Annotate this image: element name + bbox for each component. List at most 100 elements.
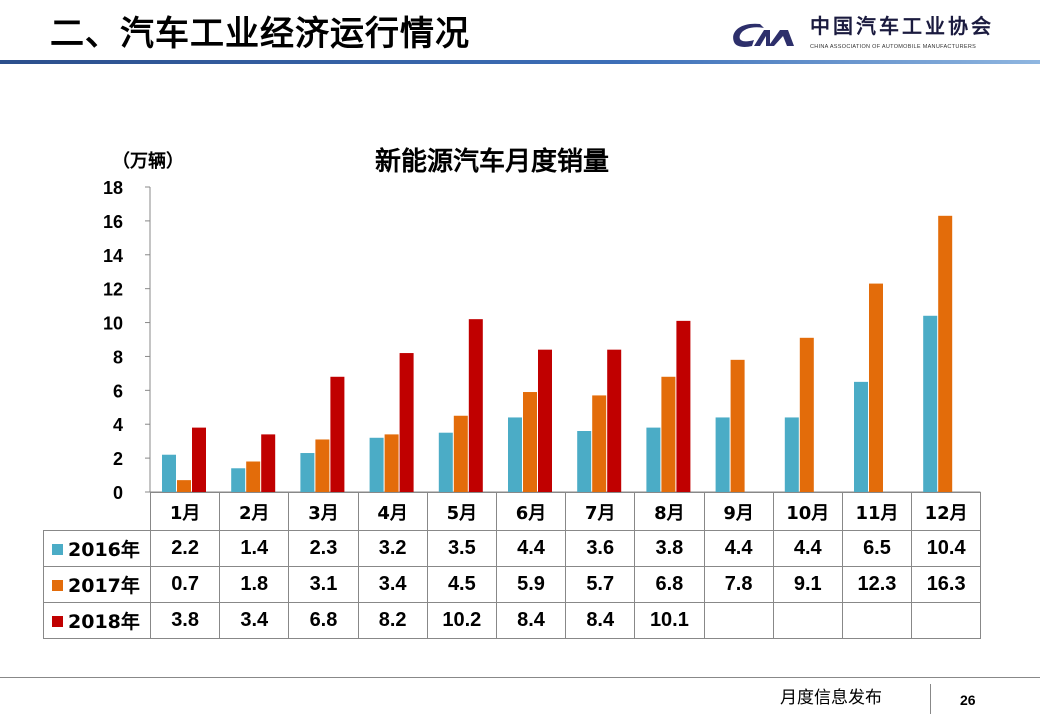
legend-entry: 2018年 <box>43 602 151 639</box>
footer-separator <box>930 684 931 714</box>
bar-2016年-3月 <box>300 453 315 492</box>
legend-label: 2018年 <box>68 611 140 633</box>
data-label: 2.3 <box>288 530 359 567</box>
data-label: 1.4 <box>219 530 290 567</box>
bar-2017年-12月 <box>938 215 953 493</box>
x-tick-label: 8月 <box>634 492 705 531</box>
footer-text: 月度信息发布 <box>780 688 882 708</box>
legend-swatch <box>52 544 63 555</box>
bar-2018年-3月 <box>330 376 345 492</box>
data-label: 1.8 <box>219 566 290 603</box>
bar-2017年-5月 <box>453 415 468 492</box>
data-label: 3.1 <box>288 566 359 603</box>
bar-2018年-6月 <box>538 349 552 492</box>
data-label <box>703 602 774 639</box>
data-label: 4.5 <box>426 566 497 603</box>
data-label: 6.8 <box>634 566 705 603</box>
data-label: 3.8 <box>149 602 221 639</box>
x-tick-label: 11月 <box>841 492 913 531</box>
bar-2017年-7月 <box>592 395 607 492</box>
chart-title: 新能源汽车月度销量 <box>375 147 610 177</box>
bar-2017年-10月 <box>799 337 814 492</box>
page-number: 26 <box>960 692 976 708</box>
bar-2017年-11月 <box>869 283 883 492</box>
legend-label: 2016年 <box>68 539 140 561</box>
bar-2016年-8月 <box>646 427 661 492</box>
data-label: 2.2 <box>149 530 221 567</box>
legend-swatch <box>52 616 63 627</box>
x-tick-label: 2月 <box>219 492 290 531</box>
y-tick-label: 16 <box>103 212 123 232</box>
y-axis-unit: （万辆） <box>112 151 184 172</box>
bar-2016年-4月 <box>369 437 384 492</box>
y-tick-label: 6 <box>113 381 123 401</box>
bar-2017年-9月 <box>730 359 745 492</box>
x-tick-label: 6月 <box>495 492 567 531</box>
data-label: 4.4 <box>703 530 774 567</box>
table-corner <box>44 493 151 531</box>
x-tick-label: 4月 <box>357 492 428 531</box>
bar-2017年-6月 <box>523 392 537 492</box>
data-label: 16.3 <box>911 566 982 603</box>
data-label: 8.2 <box>357 602 428 639</box>
bar-2016年-1月 <box>162 454 176 492</box>
bar-2017年-2月 <box>246 461 261 492</box>
caam-logo-icon <box>733 23 794 47</box>
bar-2017年-4月 <box>384 434 399 492</box>
y-tick-label: 8 <box>113 347 123 367</box>
header-divider <box>0 60 1040 64</box>
bar-2018年-1月 <box>192 427 206 492</box>
bar-2016年-5月 <box>438 432 453 492</box>
data-label: 8.4 <box>565 602 636 639</box>
data-label <box>841 602 913 639</box>
data-label: 3.6 <box>565 530 636 567</box>
bar-2016年-11月 <box>854 381 868 492</box>
legend-swatch <box>52 580 63 591</box>
bar-2017年-1月 <box>177 480 191 492</box>
data-label: 5.7 <box>565 566 636 603</box>
data-label: 3.2 <box>357 530 428 567</box>
bar-2018年-2月 <box>261 434 276 492</box>
page-title: 二、汽车工业经济运行情况 <box>50 14 470 54</box>
data-label: 4.4 <box>495 530 567 567</box>
bar-2018年-8月 <box>676 320 691 492</box>
data-label <box>772 602 843 639</box>
data-label: 3.4 <box>219 602 290 639</box>
data-label: 7.8 <box>703 566 774 603</box>
legend-entry: 2016年 <box>43 530 151 567</box>
data-label: 10.2 <box>426 602 497 639</box>
x-tick-label: 12月 <box>911 492 982 531</box>
data-table: 1月 2月 3月 4月 5月 6月 7月 8月 9月 10月 11月 12月 2016年 2.2 1.4 2… <box>43 492 982 639</box>
y-tick-label: 14 <box>103 246 123 266</box>
data-label: 3.5 <box>426 530 497 567</box>
data-label: 6.8 <box>288 602 359 639</box>
logo-text-cn: 中国汽车工业协会 <box>810 14 994 38</box>
y-tick-label: 10 <box>103 314 123 334</box>
data-label: 10.4 <box>911 530 982 567</box>
data-label: 0.7 <box>149 566 221 603</box>
logo-text-en: CHINA ASSOCIATION OF AUTOMOBILE MANUFACT… <box>810 44 977 50</box>
bar-2018年-7月 <box>607 349 622 492</box>
data-label <box>911 602 982 639</box>
x-tick-label: 10月 <box>772 492 843 531</box>
caam-logo: 中国汽车工业协会 CHINA ASSOCIATION OF AUTOMOBILE… <box>730 14 1030 58</box>
legend-label: 2017年 <box>68 575 140 597</box>
data-label: 3.8 <box>634 530 705 567</box>
data-label: 3.4 <box>357 566 428 603</box>
y-tick-label: 12 <box>103 280 123 300</box>
bar-2016年-7月 <box>577 431 592 492</box>
bar-2018年-5月 <box>468 319 483 492</box>
x-tick-label: 9月 <box>703 492 774 531</box>
bar-2018年-4月 <box>399 353 414 492</box>
data-label: 10.1 <box>634 602 705 639</box>
bar-chart: 0 2 4 6 8 10 12 14 16 18 <box>103 178 981 500</box>
x-tick-label: 5月 <box>426 492 497 531</box>
data-label: 4.4 <box>772 530 843 567</box>
data-label: 5.9 <box>495 566 567 603</box>
data-label: 12.3 <box>841 566 913 603</box>
x-tick-label: 3月 <box>288 492 359 531</box>
data-label: 8.4 <box>495 602 567 639</box>
bar-2016年-2月 <box>231 468 246 492</box>
data-label: 9.1 <box>772 566 843 603</box>
bar-2016年-9月 <box>715 417 730 492</box>
